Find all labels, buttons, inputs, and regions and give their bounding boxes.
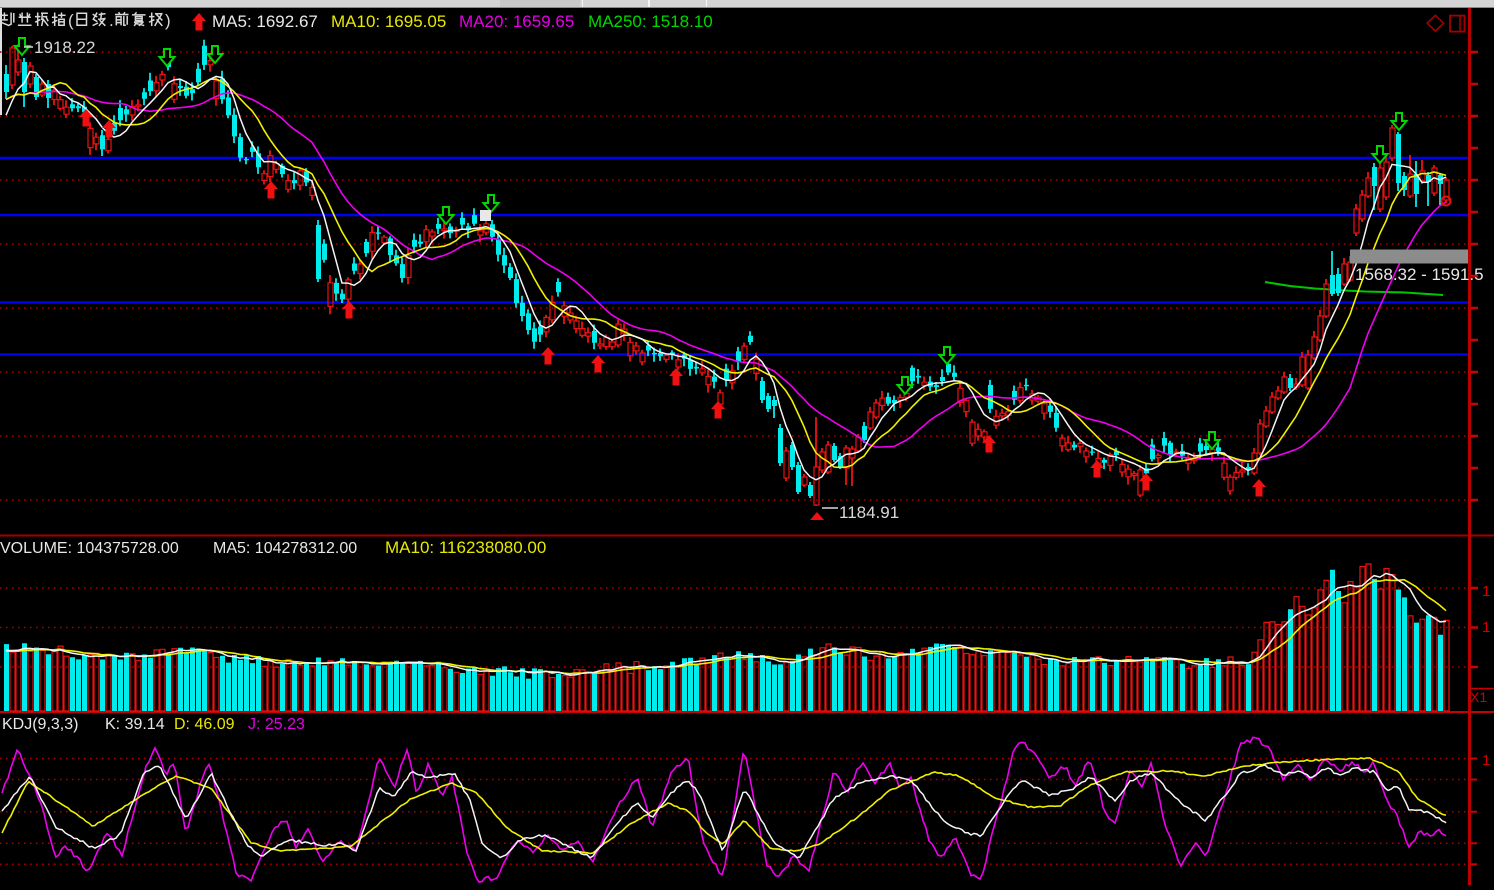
- svg-text:VOLUME: 104375728.00: VOLUME: 104375728.00: [0, 540, 179, 557]
- svg-text:): ): [165, 11, 171, 30]
- svg-text:J: 25.23: J: 25.23: [248, 716, 305, 733]
- svg-text:.: .: [109, 11, 114, 30]
- svg-text:KDJ(9,3,3): KDJ(9,3,3): [2, 716, 78, 733]
- svg-text:1568.32 - 1591.5: 1568.32 - 1591.5: [1355, 265, 1484, 284]
- svg-text:1918.22: 1918.22: [34, 38, 95, 57]
- svg-text:MA250: 1518.10: MA250: 1518.10: [588, 12, 713, 31]
- svg-text:1: 1: [1482, 583, 1490, 600]
- svg-text:X1: X1: [1470, 689, 1487, 705]
- svg-text:MA5: 104278312.00: MA5: 104278312.00: [213, 540, 357, 557]
- svg-text:MA20: 1659.65: MA20: 1659.65: [459, 12, 574, 31]
- svg-text:K: 39.14: K: 39.14: [105, 716, 165, 733]
- svg-text:D: 46.09: D: 46.09: [174, 716, 235, 733]
- svg-text:MA10: 1695.05: MA10: 1695.05: [331, 12, 446, 31]
- svg-text:1: 1: [1482, 752, 1490, 769]
- svg-text:MA10: 116238080.00: MA10: 116238080.00: [385, 538, 546, 557]
- svg-text:1: 1: [1482, 619, 1490, 636]
- svg-text:(: (: [68, 11, 74, 30]
- svg-text:MA5: 1692.67: MA5: 1692.67: [212, 12, 318, 31]
- svg-text:1184.91: 1184.91: [839, 503, 899, 522]
